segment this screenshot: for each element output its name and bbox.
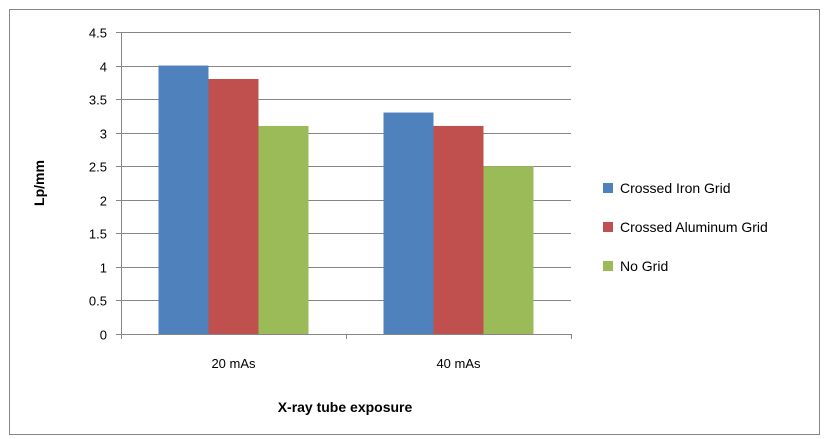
bars: [158, 65, 534, 335]
legend-label: Crossed Aluminum Grid: [620, 219, 768, 235]
y-tick-label: 0: [100, 328, 107, 343]
x-tick-label: 40 mAs: [436, 356, 481, 371]
y-tick-label: 1.5: [89, 227, 107, 242]
y-tick-label: 3.5: [89, 93, 107, 108]
y-tick-label: 3: [100, 127, 107, 142]
x-tick-label: 20 mAs: [211, 356, 256, 371]
legend-swatch: [603, 261, 613, 271]
y-tick-label: 4: [100, 60, 107, 75]
legend-swatch: [603, 183, 613, 193]
y-tick-label: 1: [100, 261, 107, 276]
x-tick-labels: 20 mAs 40 mAs: [121, 334, 572, 371]
y-tick-labels: 0 0.5 1 1.5 2 2.5 3 3.5 4 4.5: [89, 26, 121, 343]
bar-crossed-iron-grid-1: [383, 112, 434, 335]
bar-no-grid-1: [483, 166, 534, 334]
bar-crossed-iron-grid-0: [158, 65, 209, 335]
legend-label: Crossed Iron Grid: [620, 180, 730, 196]
legend-swatch: [603, 222, 613, 232]
bar-no-grid-0: [258, 125, 309, 334]
legend: Crossed Iron Grid Crossed Aluminum Grid No…: [603, 180, 768, 274]
bar-crossed-aluminum-grid-0: [208, 78, 259, 334]
legend-label: No Grid: [620, 258, 668, 274]
x-axis-title: X-ray tube exposure: [278, 399, 413, 415]
y-tick-label: 2: [100, 194, 107, 209]
y-tick-label: 4.5: [89, 26, 107, 41]
y-tick-label: 2.5: [89, 160, 107, 175]
y-tick-label: 0.5: [89, 294, 107, 309]
y-axis-title: Lp/mm: [31, 160, 47, 206]
bar-crossed-aluminum-grid-1: [433, 125, 484, 334]
